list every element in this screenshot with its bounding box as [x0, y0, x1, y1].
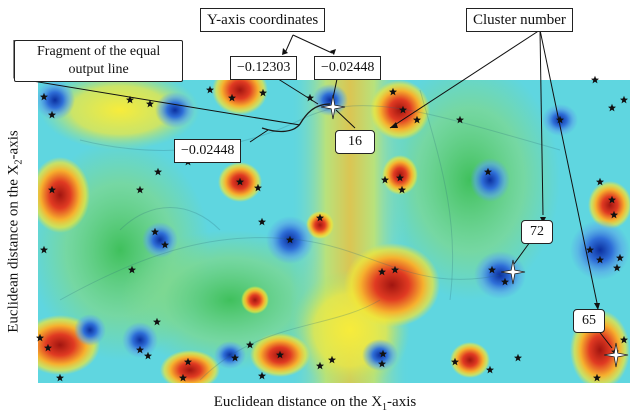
- sample-star-marker: [620, 95, 628, 104]
- fragment-label-line1: Fragment of the equal: [37, 44, 161, 59]
- sample-star-marker: [596, 255, 604, 264]
- sample-star-marker: [144, 351, 152, 360]
- cluster-65-text: 65: [582, 313, 596, 328]
- sample-star-marker: [316, 213, 324, 222]
- sample-star-marker: [153, 317, 161, 326]
- sample-star-marker: [151, 227, 159, 236]
- y-value-c: −0.02448: [174, 139, 242, 163]
- sample-star-marker: [501, 277, 509, 286]
- equal-output-line-fragment: [261, 103, 331, 133]
- sample-star-marker: [381, 175, 389, 184]
- sample-star-marker: [136, 345, 144, 354]
- sample-star-marker: [514, 353, 522, 362]
- sample-star-marker: [276, 350, 284, 359]
- sample-star-marker: [389, 87, 397, 96]
- sample-star-marker: [596, 177, 604, 186]
- y-axis-label: Euclidean distance on the X2-axis: [5, 130, 25, 333]
- arrowheads: [282, 48, 600, 310]
- sample-star-marker: [206, 85, 214, 94]
- sample-star-marker: [154, 167, 162, 176]
- sample-star-marker: [306, 93, 314, 102]
- contour-lines: [59, 89, 561, 381]
- sample-star-marker: [396, 173, 404, 182]
- equal-output-line-callout: Fragment of the equal output line: [14, 40, 184, 82]
- leader-lines: [13, 29, 613, 349]
- sample-star-marker: [146, 99, 154, 108]
- sample-star-marker: [44, 343, 52, 352]
- sample-star-marker: [593, 373, 601, 382]
- sample-star-marker: [48, 185, 56, 194]
- y-value-c-text: −0.02448: [181, 143, 235, 158]
- cluster-16-center-star: [320, 94, 346, 120]
- sample-star-marker: [391, 265, 399, 274]
- cluster-72-center-star: [500, 259, 526, 285]
- sample-star-marker: [128, 265, 136, 274]
- cluster-number-label: Cluster number: [473, 12, 566, 28]
- sample-star-marker: [608, 195, 616, 204]
- sample-star-marker: [316, 361, 324, 370]
- y-axis-coordinates-label: Y-axis coordinates: [207, 12, 319, 28]
- sample-star-marker: [40, 92, 48, 101]
- sample-star-marker: [56, 373, 64, 382]
- sample-star-marker: [620, 335, 628, 344]
- sample-star-marker: [328, 355, 336, 364]
- sample-star-marker: [456, 115, 464, 124]
- y-value-a: −0.12303: [230, 56, 298, 80]
- sample-star-marker: [286, 235, 294, 244]
- sample-star-marker: [451, 357, 459, 366]
- sample-star-marker: [228, 93, 236, 102]
- sample-star-marker: [126, 95, 134, 104]
- sample-star-marker: [258, 371, 266, 380]
- sample-star-marker: [184, 357, 192, 366]
- sample-star-marker: [259, 88, 267, 97]
- sample-star-marker: [378, 359, 386, 368]
- fragment-label-line2: output line: [68, 62, 129, 77]
- sample-star-marker: [486, 365, 494, 374]
- sample-star-marker: [36, 333, 44, 342]
- y-value-b: −0.02448: [314, 56, 382, 80]
- sample-star-marker: [40, 245, 48, 254]
- cluster-16-text: 16: [348, 134, 362, 149]
- sample-star-marker: [379, 349, 387, 358]
- sample-star-marker: [398, 185, 406, 194]
- y-value-b-text: −0.02448: [321, 60, 375, 75]
- sample-star-marker: [591, 75, 599, 84]
- sample-star-marker: [258, 217, 266, 226]
- sample-star-marker: [608, 103, 616, 112]
- sample-star-marker: [613, 263, 621, 272]
- sample-star-marker: [378, 267, 386, 276]
- x-axis-label: Euclidean distance on the X1-axis: [213, 394, 417, 413]
- sample-star-marker: [179, 373, 187, 382]
- sample-star-marker: [161, 240, 169, 249]
- sample-star-marker: [484, 167, 492, 176]
- cluster-65-center-star: [603, 342, 629, 368]
- cluster-16-label: 16: [335, 130, 375, 154]
- sample-star-marker: [556, 115, 564, 124]
- y-axis-coordinates-callout: Y-axis coordinates: [200, 8, 326, 32]
- cluster-number-callout: Cluster number: [466, 8, 573, 32]
- sample-star-marker: [610, 210, 618, 219]
- cluster-72-label: 72: [521, 220, 553, 244]
- sample-star-marker: [586, 245, 594, 254]
- sample-star-marker: [488, 265, 496, 274]
- sample-star-marker: [136, 185, 144, 194]
- sample-star-marker: [399, 105, 407, 114]
- sample-star-marker: [616, 253, 624, 262]
- sample-star-marker: [231, 353, 239, 362]
- cluster-65-label: 65: [573, 309, 605, 333]
- heatmap-field: [38, 80, 630, 383]
- sample-star-marker: [48, 110, 56, 119]
- sample-star-marker: [413, 115, 421, 124]
- sample-star-marker: [236, 177, 244, 186]
- sample-star-marker: [254, 183, 262, 192]
- y-value-a-text: −0.12303: [237, 60, 291, 75]
- sample-star-marker: [246, 340, 254, 349]
- cluster-72-text: 72: [530, 224, 544, 239]
